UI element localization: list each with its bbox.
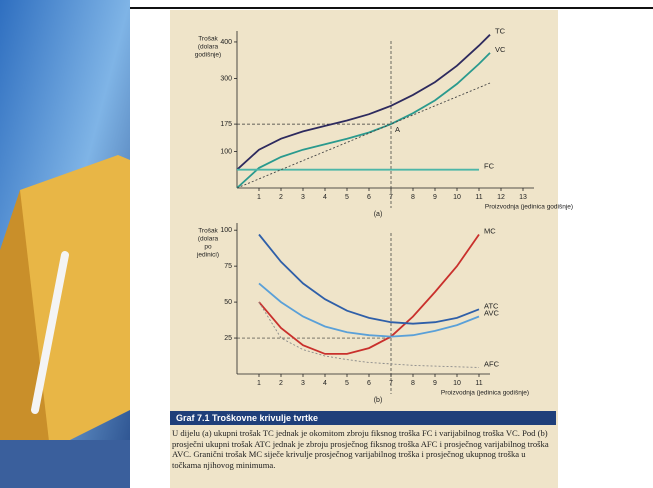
x-tick-label: 11: [475, 194, 482, 201]
x-tick-label: 9: [433, 380, 437, 387]
series-line: [258, 282, 480, 338]
series-line: [258, 233, 480, 355]
y-axis-label: (dolara: [198, 236, 219, 243]
x-tick-label: 4: [323, 194, 327, 201]
y-axis-label: (dolara: [198, 44, 219, 51]
y-tick-label: 100: [220, 227, 232, 234]
y-axis-label: godišnje): [195, 52, 221, 59]
y-tick-label: 75: [224, 263, 232, 270]
figure-caption: U dijelu (a) ukupni trošak TC jednak je …: [172, 428, 549, 470]
x-tick-label: 5: [345, 194, 349, 201]
x-tick-label: 2: [279, 380, 283, 387]
x-tick-label: 5: [345, 380, 349, 387]
y-tick-label: 300: [220, 75, 232, 82]
series-label: ATC: [484, 301, 499, 310]
x-tick-label: 11: [475, 380, 482, 387]
y-tick-label: 175: [220, 121, 232, 128]
y-tick-label: 50: [224, 299, 232, 306]
x-tick-label: 6: [367, 194, 371, 201]
scan-background: [170, 10, 558, 488]
x-tick-label: 3: [301, 380, 305, 387]
x-tick-label: 2: [279, 194, 283, 201]
x-tick-label: 10: [453, 380, 461, 387]
x-axis-label: Proizvodnja (jedinica godišnje): [441, 390, 529, 397]
series-label: AFC: [484, 360, 500, 369]
x-tick-label: 6: [367, 380, 371, 387]
desk: [0, 440, 130, 488]
x-axis-label: Proizvodnja (jedinica godišnje): [485, 204, 573, 211]
x-tick-label: 3: [301, 194, 305, 201]
series-label: TC: [495, 27, 506, 36]
x-tick-label: 12: [497, 194, 505, 201]
series-line: [236, 52, 491, 189]
x-tick-label: 8: [411, 380, 415, 387]
y-axis-label: Trošak: [198, 228, 218, 235]
panel-label: (b): [374, 397, 383, 404]
panel-label: (a): [374, 211, 383, 218]
x-tick-label: 13: [519, 194, 527, 201]
x-tick-label: 10: [453, 194, 461, 201]
pen: [31, 251, 69, 414]
annotation: A: [395, 125, 400, 134]
x-tick-label: 9: [433, 194, 437, 201]
series-label: MC: [484, 226, 496, 235]
y-axis-label: Trošak: [198, 36, 218, 43]
series-label: VC: [495, 45, 506, 54]
series-line: [236, 34, 491, 171]
figure-title: Graf 7.1 Troškovne krivulje tvrtke: [170, 411, 556, 425]
x-tick-label: 8: [411, 194, 415, 201]
x-tick-label: 1: [257, 380, 261, 387]
series-label: AVC: [484, 308, 499, 317]
y-tick-label: 400: [220, 39, 232, 46]
y-axis-label: po: [204, 244, 212, 251]
series-line: [258, 233, 480, 325]
y-tick-label: 100: [220, 148, 232, 155]
series-label: FC: [484, 162, 495, 171]
y-tick-label: 25: [224, 335, 232, 342]
y-axis-label: jedinici): [196, 252, 219, 259]
x-tick-label: 1: [257, 194, 261, 201]
x-tick-label: 4: [323, 380, 327, 387]
